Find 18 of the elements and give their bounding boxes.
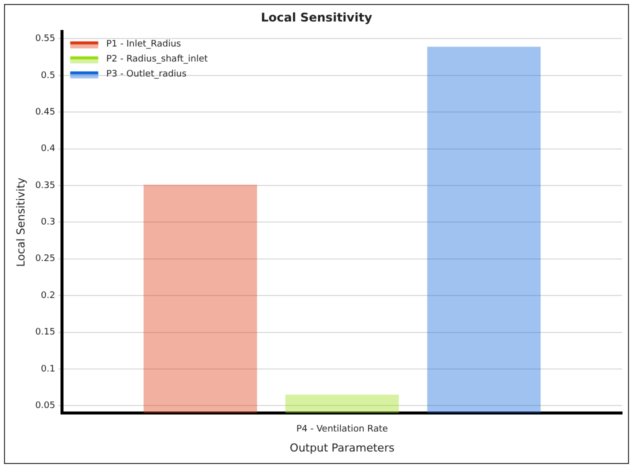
legend-label: P1 - Inlet_Radius	[106, 40, 182, 50]
y-axis-title: Local Sensitivity	[14, 177, 28, 267]
legend-label: P2 - Radius_shaft_inlet	[106, 54, 208, 65]
y-tick-label: 0.45	[35, 107, 56, 118]
y-tick-label: 0.3	[40, 218, 56, 228]
x-axis-title: Output Parameters	[290, 441, 395, 454]
legend-label: P3 - Outlet_radius	[106, 70, 187, 80]
y-tick-label: 0.1	[40, 364, 56, 374]
y-tick-label: 0.15	[35, 328, 56, 338]
chart-title: Local Sensitivity	[260, 10, 372, 24]
y-tick-label: 0.5	[40, 70, 56, 81]
y-tick-label: 0.05	[35, 401, 56, 412]
x-tick-label: P4 - Ventilation Rate	[296, 424, 388, 435]
y-tick-label: 0.55	[35, 34, 56, 44]
y-tick-label: 0.35	[35, 180, 56, 191]
y-tick-label: 0.2	[40, 290, 56, 301]
y-tick-label: 0.4	[40, 144, 56, 154]
y-tick-label: 0.25	[35, 254, 56, 264]
